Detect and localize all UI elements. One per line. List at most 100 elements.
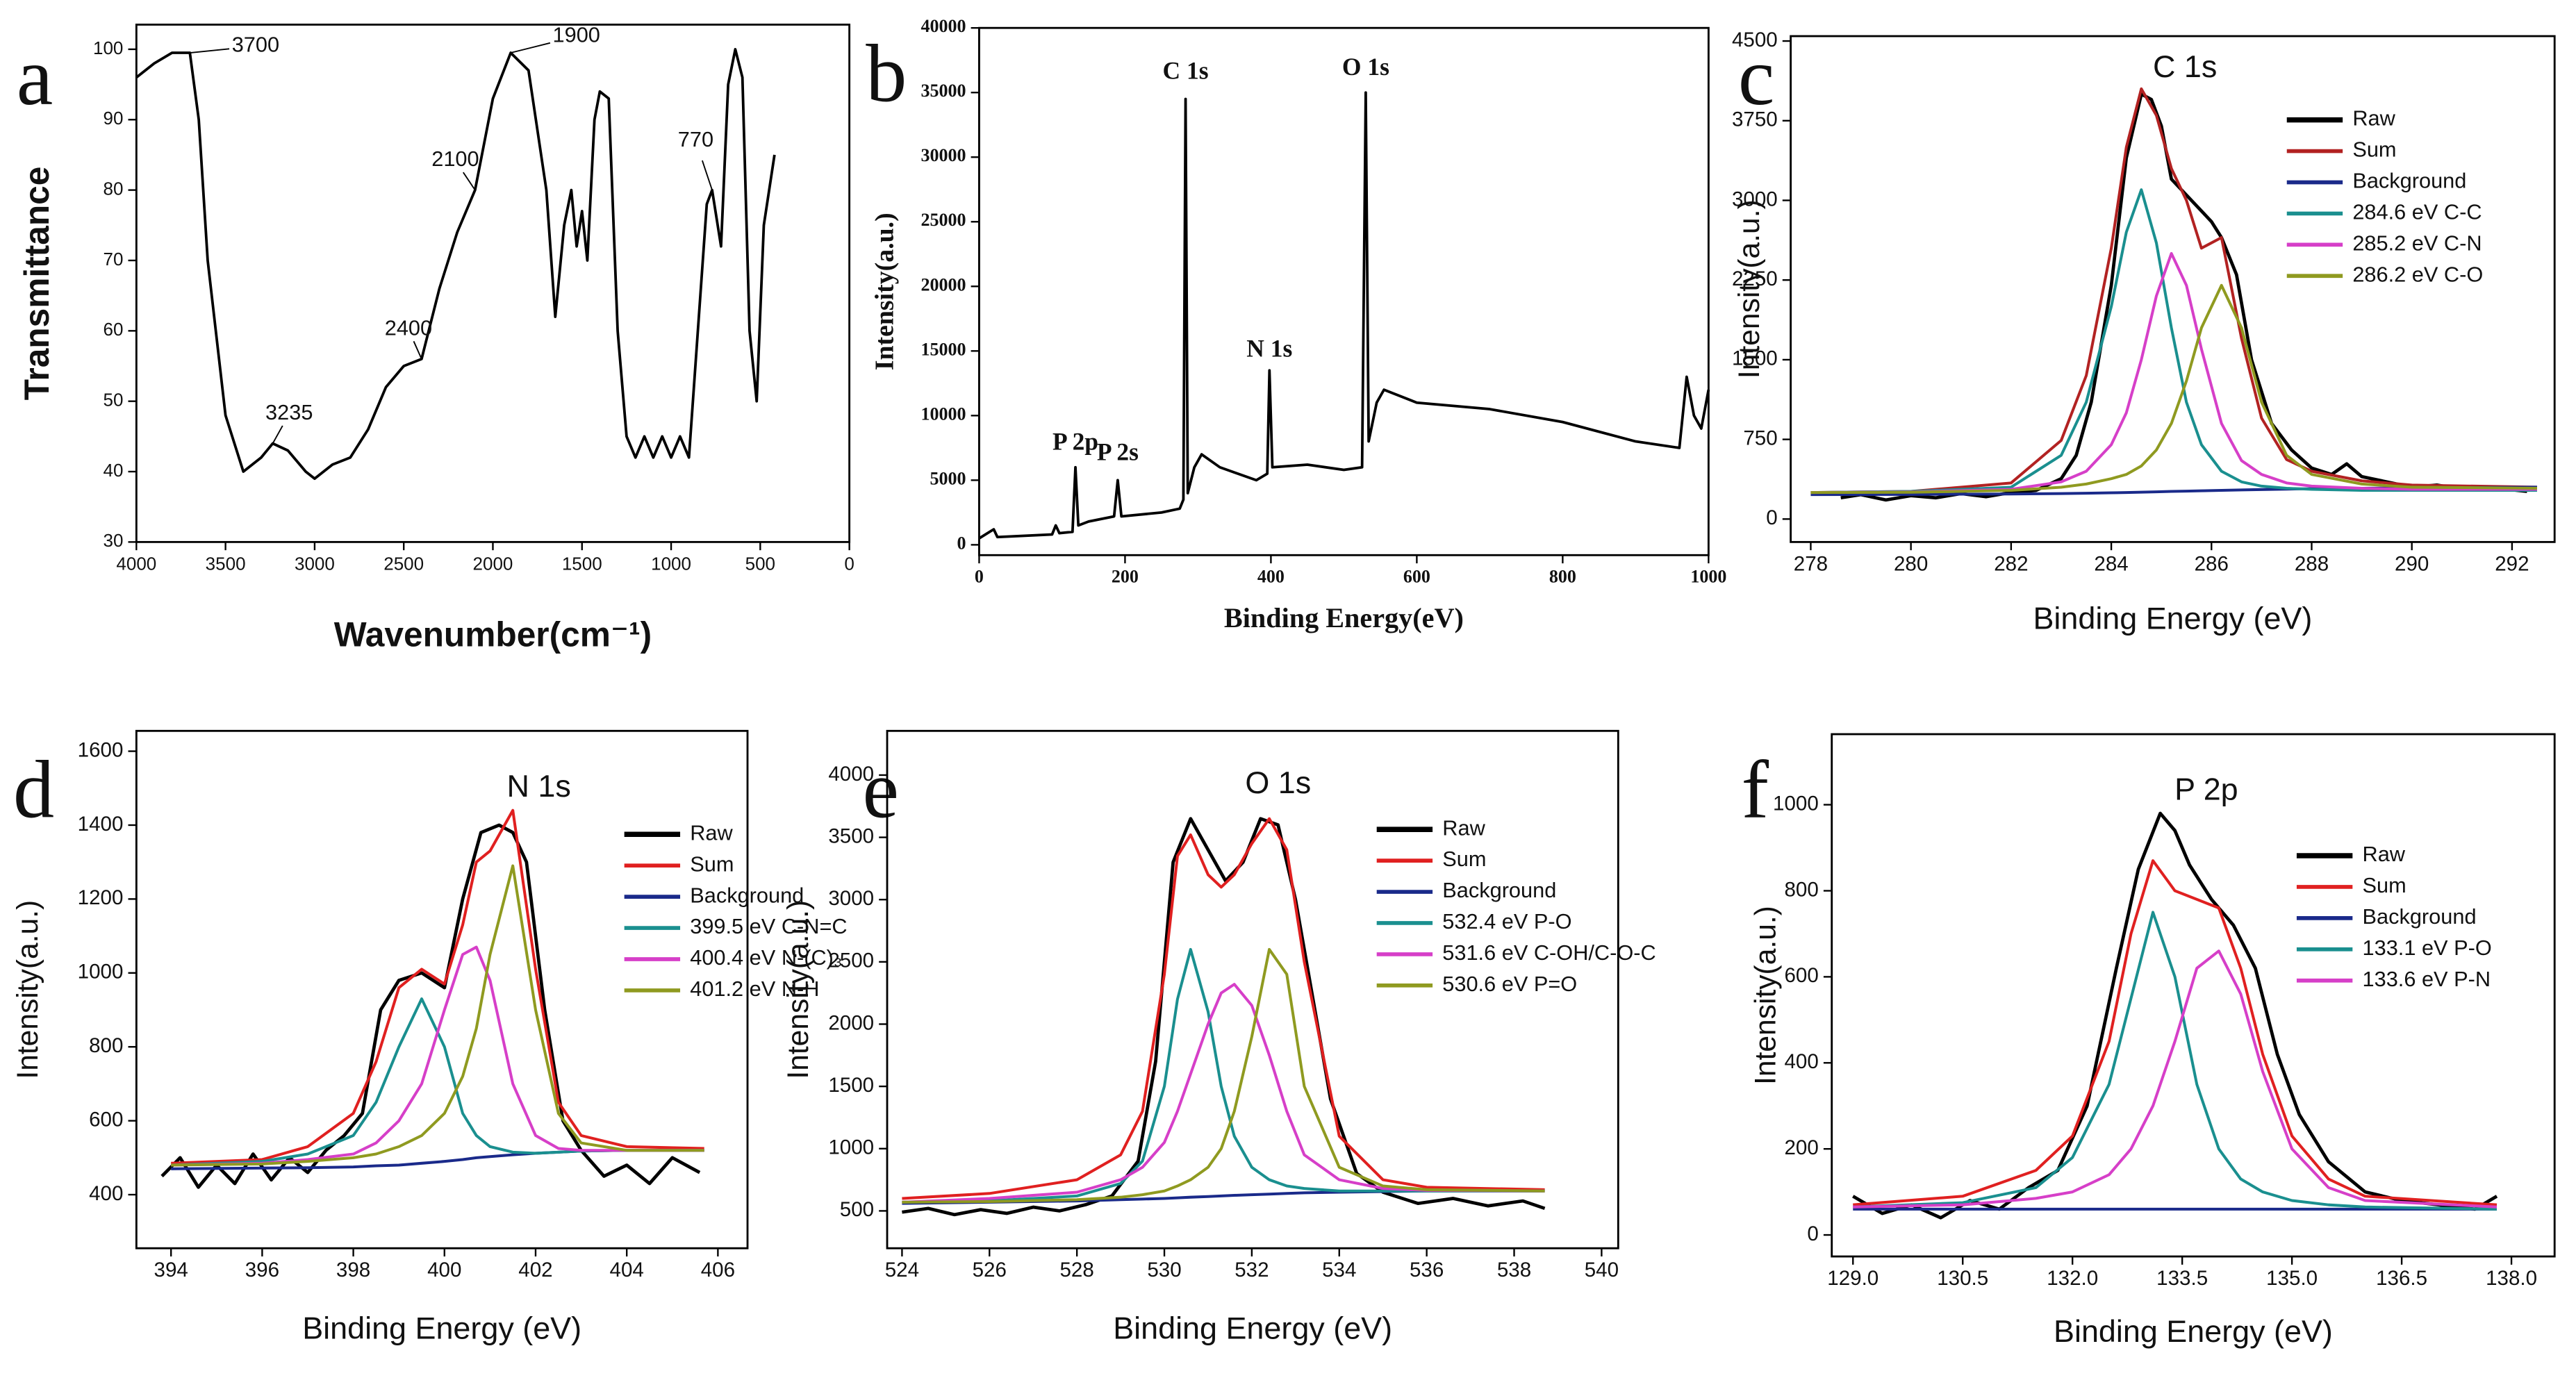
annotation-leader xyxy=(413,340,422,360)
panel-letter: f xyxy=(1742,744,1769,835)
data-line xyxy=(902,947,1545,1204)
y-tick-label: 4500 xyxy=(1732,28,1778,51)
panel: a 4000 3500 3000 2500 2000 1500 1000 500 0 30 40 50 6… xyxy=(17,22,854,654)
legend-label: Raw xyxy=(690,820,733,845)
x-axis-label: Binding Energy (eV) xyxy=(1113,1310,1392,1345)
y-tick-label: 0 xyxy=(1807,1222,1818,1245)
plot-frame xyxy=(978,26,1710,556)
y-tick-label: 60 xyxy=(103,319,123,340)
x-tick-label: 536 xyxy=(1410,1259,1444,1281)
y-tick-label: 10000 xyxy=(921,404,966,424)
x-tick-label: 402 xyxy=(518,1259,552,1281)
y-tick-label: 1000 xyxy=(78,961,124,983)
legend-label: 401.2 eV N-H xyxy=(690,977,819,1001)
legend-label: Sum xyxy=(2352,138,2396,162)
data-line xyxy=(1853,949,2497,1209)
y-tick-label: 800 xyxy=(1784,878,1818,901)
x-tick-label: 400 xyxy=(427,1259,461,1281)
legend-label: Background xyxy=(690,883,804,907)
y-tick-label: 200 xyxy=(1784,1136,1818,1159)
chart-title: N 1s xyxy=(507,768,571,804)
y-tick-label: 2000 xyxy=(828,1011,874,1034)
y-tick-label: 90 xyxy=(103,108,123,128)
data-line xyxy=(902,817,1546,1217)
x-tick-label: 290 xyxy=(2395,552,2429,575)
y-tick-label: 30 xyxy=(103,530,123,551)
x-tick-label: 280 xyxy=(1894,552,1928,575)
x-tick-label: 282 xyxy=(1994,552,2028,575)
chart-title: C 1s xyxy=(2153,49,2217,84)
panel-letter: c xyxy=(1738,31,1774,122)
annotation: N 1s xyxy=(1246,334,1292,362)
x-axis-label: Binding Energy (eV) xyxy=(2033,601,2312,636)
panel: b0 200 400 600 800 10000500010000150002000025… xyxy=(866,16,1726,633)
y-tick-label: 70 xyxy=(103,249,123,269)
y-axis-label: Intensity(a.u.) xyxy=(1749,906,1783,1085)
x-tick-label: 398 xyxy=(336,1259,370,1281)
annotation: 770 xyxy=(678,127,713,151)
y-axis-label: Intensity(a.u.) xyxy=(11,900,44,1079)
x-tick-label: 136.5 xyxy=(2376,1267,2427,1290)
plot-frame xyxy=(135,24,851,543)
y-tick-label: 400 xyxy=(1784,1050,1818,1073)
x-tick-label: 133.5 xyxy=(2156,1267,2208,1290)
y-tick-label: 1600 xyxy=(78,738,124,761)
x-tick-label: 538 xyxy=(1497,1259,1531,1281)
y-tick-label: 800 xyxy=(89,1034,123,1057)
x-tick-label: 0 xyxy=(844,553,854,574)
y-tick-label: 40 xyxy=(103,460,123,481)
data-line xyxy=(1810,87,2538,495)
chart-title: O 1s xyxy=(1245,765,1311,800)
legend-label: 286.2 eV C-O xyxy=(2352,262,2483,286)
x-tick-label: 800 xyxy=(1549,566,1576,586)
x-tick-label: 288 xyxy=(2295,552,2329,575)
x-tick-label: 3000 xyxy=(295,553,335,574)
x-tick-label: 138.0 xyxy=(2486,1267,2537,1290)
y-tick-label: 1500 xyxy=(1732,347,1778,370)
x-tick-label: 284 xyxy=(2094,552,2128,575)
y-tick-label: 0 xyxy=(1766,506,1777,529)
x-tick-label: 292 xyxy=(2495,552,2529,575)
x-axis-label: Binding Energy(eV) xyxy=(1224,602,1464,633)
legend-label: 133.6 eV P-N xyxy=(2363,967,2491,991)
legend-label: Sum xyxy=(690,852,734,876)
x-tick-label: 278 xyxy=(1794,552,1828,575)
data-line xyxy=(135,48,776,481)
annotation-leader xyxy=(701,160,713,190)
x-tick-label: 400 xyxy=(1257,566,1285,586)
x-tick-label: 135.0 xyxy=(2266,1267,2318,1290)
x-tick-label: 528 xyxy=(1059,1259,1093,1281)
y-tick-label: 3500 xyxy=(828,824,874,847)
annotation: 2400 xyxy=(385,315,432,340)
y-tick-label: 600 xyxy=(89,1108,123,1131)
y-tick-label: 400 xyxy=(89,1182,123,1205)
panel: c 278 280 282 284 286 288 290 292 0 750 1500 2250 300… xyxy=(1732,28,2556,636)
y-tick-label: 0 xyxy=(957,533,966,553)
x-tick-label: 600 xyxy=(1403,566,1430,586)
x-tick-label: 0 xyxy=(975,566,984,586)
y-tick-label: 5000 xyxy=(930,468,966,488)
legend-label: Background xyxy=(2352,169,2466,193)
annotation: 2100 xyxy=(431,147,479,171)
x-tick-label: 2500 xyxy=(383,553,424,574)
x-tick-label: 2000 xyxy=(473,553,513,574)
y-tick-label: 1000 xyxy=(1773,792,1819,815)
legend-label: 399.5 eV C-N=C xyxy=(690,914,847,938)
data-line xyxy=(902,983,1545,1204)
x-tick-label: 130.5 xyxy=(1937,1267,1988,1290)
data-line xyxy=(160,823,701,1189)
legend-label: 285.2 eV C-N xyxy=(2352,231,2482,255)
y-tick-label: 100 xyxy=(93,38,123,58)
plot-frame xyxy=(886,729,1619,1250)
annotation: O 1s xyxy=(1342,53,1389,81)
x-axis-label: Binding Energy (eV) xyxy=(302,1310,581,1345)
y-tick-label: 600 xyxy=(1784,964,1818,987)
data-line xyxy=(1853,911,2497,1211)
legend-label: Raw xyxy=(2352,106,2395,131)
y-tick-label: 20000 xyxy=(921,274,966,294)
annotation-leader xyxy=(510,42,551,53)
y-tick-label: 4000 xyxy=(828,763,874,786)
x-tick-label: 406 xyxy=(701,1259,735,1281)
data-line xyxy=(902,947,1545,1204)
